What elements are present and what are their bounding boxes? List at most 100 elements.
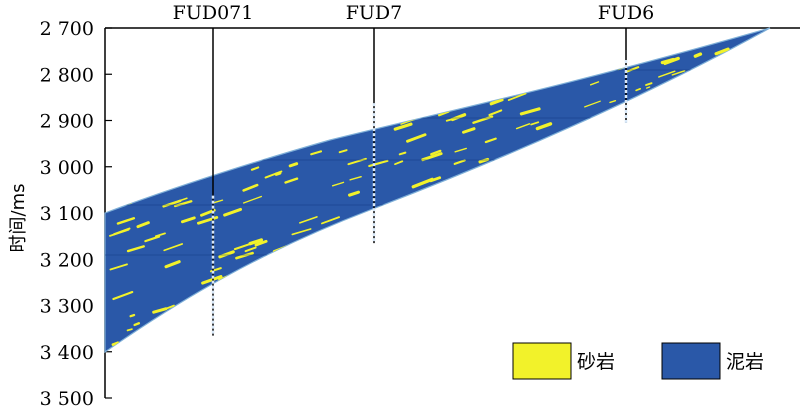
- sandstone-streak: [676, 325, 693, 333]
- sandstone-streak: [168, 68, 175, 72]
- sandstone-streak: [607, 126, 624, 134]
- sandstone-streak: [163, 243, 184, 252]
- sandstone-streak: [506, 49, 521, 56]
- sandstone-streak: [111, 341, 120, 346]
- sandstone-streak: [168, 113, 189, 121]
- sandstone-streak: [535, 237, 553, 245]
- sandstone-streak: [424, 256, 430, 260]
- sandstone-streak: [434, 313, 454, 322]
- sandstone-streak: [570, 283, 588, 291]
- sandstone-streak: [702, 94, 719, 102]
- sandstone-streak: [314, 252, 322, 257]
- sandstone-streak: [507, 92, 527, 101]
- sandstone-streak: [220, 61, 235, 68]
- sandstone-streak: [649, 312, 658, 317]
- sandstone-streak: [744, 295, 765, 303]
- sandstone-streak: [744, 107, 762, 114]
- sandstone-streak: [549, 321, 569, 330]
- sandstone-streak: [362, 291, 370, 295]
- sandstone-streak: [393, 122, 413, 131]
- sandstone-streak: [720, 213, 735, 220]
- sandstone-streak: [260, 70, 272, 77]
- sandstone-streak: [129, 313, 136, 318]
- sandstone-streak: [242, 345, 251, 351]
- sandstone-streak: [126, 328, 133, 332]
- sandstone-streak: [293, 311, 305, 318]
- sandstone-streak: [471, 275, 493, 284]
- sandstone-streak: [310, 150, 323, 156]
- sandstone-streak: [258, 97, 270, 104]
- sandstone-streak: [244, 246, 257, 253]
- sandstone-streak: [201, 275, 223, 285]
- sandstone-streak: [451, 99, 460, 104]
- sandstone-streak: [727, 50, 735, 54]
- sandstone-streak: [276, 55, 284, 60]
- sandstone-streak: [730, 62, 744, 69]
- sandstone-streak: [428, 84, 444, 93]
- sandstone-streak: [293, 292, 312, 302]
- sandstone-streak: [645, 143, 664, 151]
- sandstone-streak: [735, 327, 743, 333]
- sandstone-streak: [711, 83, 721, 89]
- sandstone-streak: [603, 311, 615, 317]
- sandstone-streak: [519, 107, 541, 116]
- sandstone-streak: [716, 119, 727, 124]
- sandstone-streak: [293, 321, 313, 330]
- sandstone-streak: [731, 266, 745, 274]
- sandstone-streak: [682, 289, 700, 297]
- sandstone-streak: [583, 138, 590, 142]
- sandstone-streak: [210, 84, 226, 92]
- sandstone-streak: [161, 115, 178, 123]
- sandstone-streak: [707, 115, 714, 119]
- sandstone-streak: [693, 52, 703, 58]
- sandstone-streak: [546, 237, 566, 246]
- sandstone-streak: [696, 299, 708, 305]
- sandstone-streak: [409, 333, 431, 344]
- sandstone-streak: [416, 92, 433, 99]
- sandstone-streak: [320, 127, 327, 131]
- sandstone-streak: [498, 33, 510, 38]
- sandstone-streak: [362, 117, 380, 125]
- sandstone-streak: [348, 190, 360, 197]
- sandstone-streak: [275, 59, 292, 67]
- sandstone-streak: [721, 282, 741, 290]
- wells-layer: FUD071 FUD7 FUD6: [173, 2, 655, 336]
- sandstone-streak: [581, 133, 589, 138]
- sandstone-streak: [491, 286, 506, 294]
- sandstone-streak: [436, 344, 450, 351]
- sandstone-streak: [579, 148, 592, 154]
- sandstone-streak: [731, 295, 746, 302]
- sandstone-streak: [537, 325, 553, 332]
- sandstone-streak: [693, 129, 706, 136]
- sandstone-streak: [693, 318, 711, 326]
- sandstone-streak: [106, 30, 115, 35]
- well-label: FUD6: [598, 2, 655, 24]
- sandstone-streak: [136, 221, 150, 229]
- sandstone-streak: [511, 200, 523, 207]
- sandstone-streak: [535, 122, 553, 131]
- sandstone-streak: [599, 70, 606, 74]
- sandstone-streak: [471, 333, 486, 341]
- sandstone-streak: [276, 31, 294, 39]
- sandstone-streak: [287, 61, 306, 70]
- sandstone-streak: [242, 183, 259, 192]
- sandstone-streak: [618, 175, 635, 182]
- sandstone-streak: [494, 220, 507, 226]
- sandstone-streak: [489, 250, 509, 260]
- sandstone-streak: [433, 47, 452, 57]
- sandstone-streak: [190, 150, 210, 158]
- sandstone-streak: [142, 33, 160, 41]
- sandstone-streak: [193, 127, 215, 138]
- sandstone-streak: [388, 83, 410, 93]
- sandstone-streak: [606, 61, 619, 67]
- sandstone-streak: [747, 268, 764, 276]
- sandstone-streak: [663, 56, 680, 66]
- sandstone-streak: [530, 202, 537, 206]
- sandstone-streak: [598, 45, 609, 51]
- sandstone-streak: [150, 59, 167, 67]
- sandstone-streak: [160, 322, 177, 330]
- sandstone-streak: [316, 253, 336, 264]
- sandstone-streak: [569, 222, 590, 233]
- sandstone-streak: [391, 57, 402, 63]
- sandstone-streak: [488, 109, 503, 117]
